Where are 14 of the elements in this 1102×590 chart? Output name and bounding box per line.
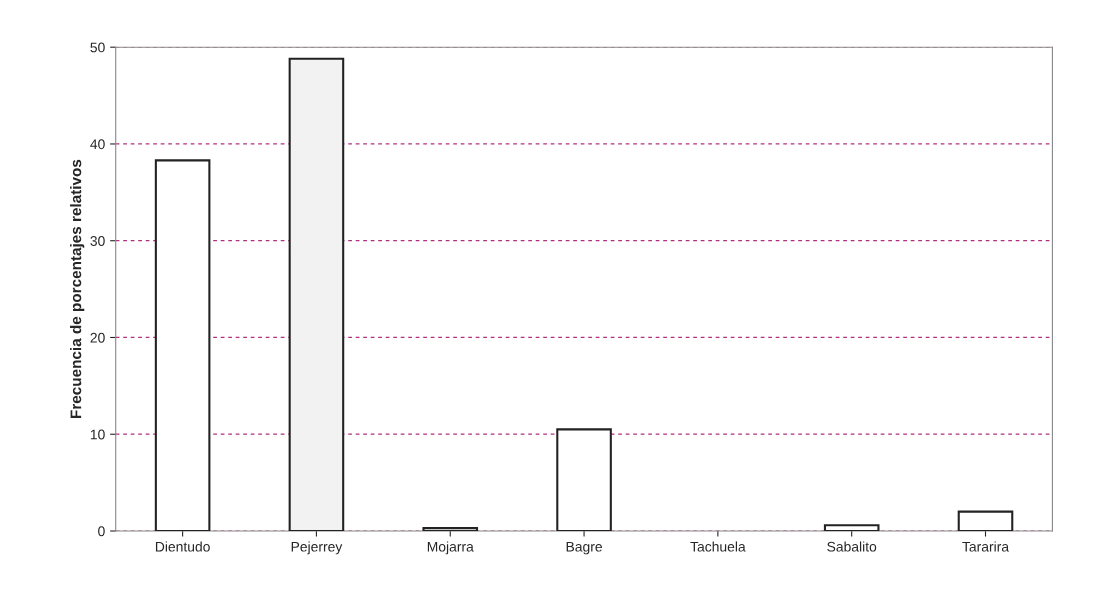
x-tick-label: Dientudo: [155, 541, 210, 552]
y-tick-label: 0: [98, 526, 105, 537]
x-tick-label: Tararira: [962, 541, 1010, 552]
x-tick-label: Bagre: [566, 541, 602, 555]
x-tick-label: Tachuela: [690, 541, 746, 552]
y-tick-label: 40: [90, 139, 105, 150]
y-tick-label: 10: [90, 429, 105, 440]
x-tick-label: Pejerrey: [291, 541, 343, 555]
x-tick-label: Sabalito: [827, 541, 877, 552]
y-axis-title: Frecuencia de porcentajes relativos: [70, 159, 85, 418]
x-tick-label: Mojarra: [427, 541, 474, 555]
y-tick-label: 50: [90, 42, 105, 53]
y-tick-label: 20: [90, 332, 105, 343]
y-tick-label: 30: [90, 236, 105, 246]
